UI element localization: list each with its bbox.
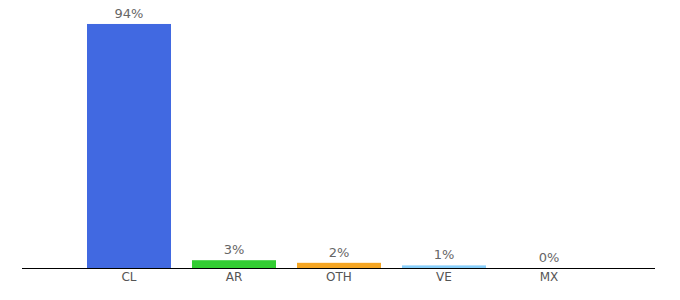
tick-label: MX [540,270,559,284]
chart: 94% CL 3% AR 2% OTH 1% VE 0% MX [0,0,680,300]
tick-label: AR [226,270,243,284]
data-label: 3% [224,242,245,257]
tick-label: CL [121,270,136,284]
bar [402,265,486,268]
x-axis [22,268,655,269]
bar [192,260,276,268]
data-label: 2% [329,245,350,260]
bar [297,263,381,268]
data-label: 1% [434,247,455,262]
bar [507,268,591,269]
bars [87,24,486,268]
data-label: 94% [115,6,144,21]
labels: 94% CL 3% AR 2% OTH 1% VE 0% MX [115,6,560,284]
bar [87,24,171,268]
tick-label: OTH [326,270,352,284]
chart-container: 94% CL 3% AR 2% OTH 1% VE 0% MX [0,0,680,300]
tick-label: VE [436,270,452,284]
data-label: 0% [539,250,560,265]
